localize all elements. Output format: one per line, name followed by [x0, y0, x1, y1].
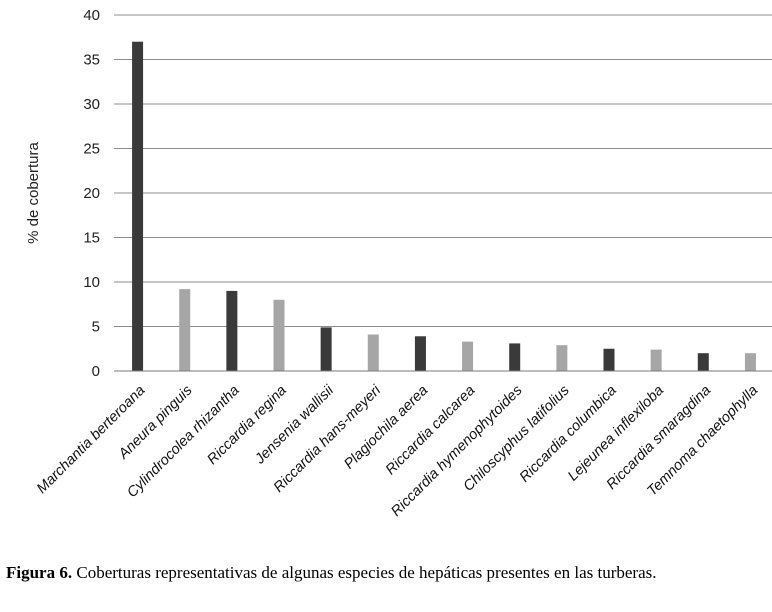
y-tick-label: 35 — [83, 52, 100, 69]
y-tick-label: 15 — [83, 230, 100, 247]
bar-chart: 0 5 10 15 20 25 30 35 40 Marchantia berteroanaAn… — [25, 7, 772, 520]
figure-caption: Figura 6. Coberturas representativas de … — [6, 562, 768, 583]
y-axis-ticks: 0 5 10 15 20 25 30 35 40 — [83, 7, 100, 380]
bar — [556, 345, 568, 371]
x-tick-label: Plagiochila aerea — [341, 383, 431, 473]
x-tick-label: Jensenia wallisii — [251, 382, 337, 468]
bar — [603, 348, 615, 371]
bar — [132, 41, 144, 371]
bar — [320, 327, 332, 371]
caption-label: Figura 6. — [6, 563, 73, 582]
y-tick-label: 10 — [83, 274, 100, 291]
bar — [226, 290, 238, 371]
y-tick-label: 40 — [83, 7, 100, 24]
x-tick-label: Riccardia calcarea — [383, 383, 479, 479]
bar — [650, 349, 662, 371]
y-tick-label: 30 — [83, 96, 100, 113]
bar — [744, 353, 756, 371]
bar — [179, 289, 191, 371]
y-tick-label: 20 — [83, 185, 100, 202]
bar — [367, 334, 379, 371]
bar — [273, 299, 285, 371]
gridlines — [114, 14, 772, 327]
y-tick-label: 5 — [92, 319, 100, 336]
bar — [462, 341, 474, 371]
bar — [414, 336, 426, 371]
bar — [509, 343, 521, 371]
caption-text: Coberturas representativas de algunas es… — [72, 563, 657, 582]
y-tick-label: 0 — [92, 363, 100, 380]
y-tick-label: 25 — [83, 141, 100, 158]
bars — [132, 41, 756, 371]
y-axis-label: % de cobertura — [25, 141, 42, 243]
bar — [697, 353, 709, 371]
